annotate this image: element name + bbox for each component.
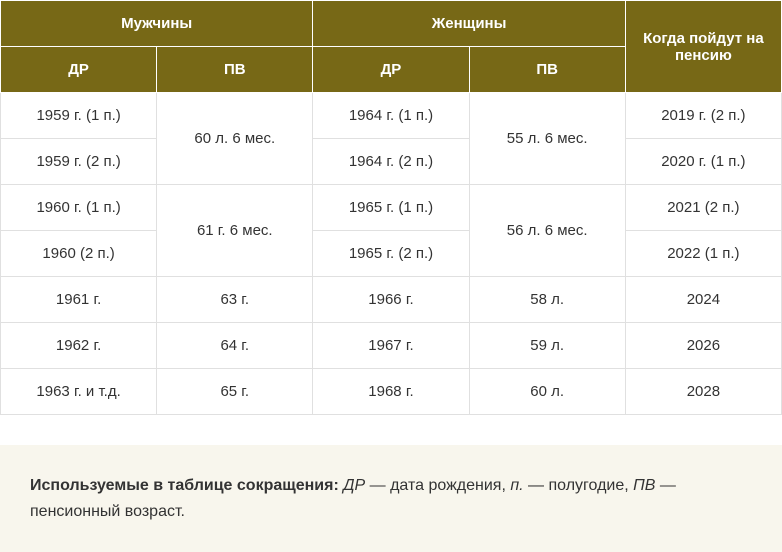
header-women-dr: ДР [313,47,469,93]
cell-men-dr: 1961 г. [1,277,157,323]
cell-women-dr: 1967 г. [313,323,469,369]
cell-men-dr: 1962 г. [1,323,157,369]
cell-women-pv: 59 л. [469,323,625,369]
cell-men-dr: 1960 (2 п.) [1,231,157,277]
header-women-pv: ПВ [469,47,625,93]
table-row: 1960 г. (1 п.) 61 г. 6 мес. 1965 г. (1 п… [1,185,782,231]
cell-pension: 2020 г. (1 п.) [625,139,781,185]
cell-pension: 2028 [625,369,781,415]
footnote-text: Используемые в таблице сокращения: ДР — … [30,473,752,524]
table-row: 1961 г. 63 г. 1966 г. 58 л. 2024 [1,277,782,323]
table-row: 1959 г. (2 п.) 1964 г. (2 п.) 2020 г. (1… [1,139,782,185]
header-women: Женщины [313,1,625,47]
cell-pension: 2026 [625,323,781,369]
cell-men-pv: 60 л. 6 мес. [157,93,313,185]
footnote-pv-abbr: ПВ [633,477,655,494]
cell-women-dr: 1965 г. (2 п.) [313,231,469,277]
cell-men-pv: 64 г. [157,323,313,369]
cell-men-dr: 1963 г. и т.д. [1,369,157,415]
cell-men-pv: 63 г. [157,277,313,323]
header-men-dr: ДР [1,47,157,93]
cell-women-pv: 60 л. [469,369,625,415]
cell-women-dr: 1965 г. (1 п.) [313,185,469,231]
header-pension: Когда пойдут на пенсию [625,1,781,93]
cell-women-dr: 1968 г. [313,369,469,415]
pension-table: Мужчины Женщины Когда пойдут на пенсию Д… [0,0,782,415]
footnote-p-abbr: п. [510,477,523,494]
cell-men-dr: 1959 г. (1 п.) [1,93,157,139]
table-row: 1959 г. (1 п.) 60 л. 6 мес. 1964 г. (1 п… [1,93,782,139]
cell-men-pv: 65 г. [157,369,313,415]
cell-women-pv: 58 л. [469,277,625,323]
header-men-pv: ПВ [157,47,313,93]
table-row: 1962 г. 64 г. 1967 г. 59 л. 2026 [1,323,782,369]
footnote-box: Используемые в таблице сокращения: ДР — … [0,445,782,552]
table-row: 1960 (2 п.) 1965 г. (2 п.) 2022 (1 п.) [1,231,782,277]
header-men: Мужчины [1,1,313,47]
cell-women-pv: 56 л. 6 мес. [469,185,625,277]
cell-pension: 2024 [625,277,781,323]
footnote-p-text: — полугодие, [524,477,634,494]
cell-women-dr: 1964 г. (2 п.) [313,139,469,185]
cell-women-pv: 55 л. 6 мес. [469,93,625,185]
footnote-dr-text: — дата рождения, [365,477,510,494]
cell-men-dr: 1959 г. (2 п.) [1,139,157,185]
cell-pension: 2021 (2 п.) [625,185,781,231]
cell-pension: 2022 (1 п.) [625,231,781,277]
footnote-dr-abbr: ДР [343,477,365,494]
cell-women-dr: 1966 г. [313,277,469,323]
table-row: 1963 г. и т.д. 65 г. 1968 г. 60 л. 2028 [1,369,782,415]
footnote-label: Используемые в таблице сокращения: [30,477,339,494]
cell-men-pv: 61 г. 6 мес. [157,185,313,277]
cell-women-dr: 1964 г. (1 п.) [313,93,469,139]
cell-pension: 2019 г. (2 п.) [625,93,781,139]
cell-men-dr: 1960 г. (1 п.) [1,185,157,231]
